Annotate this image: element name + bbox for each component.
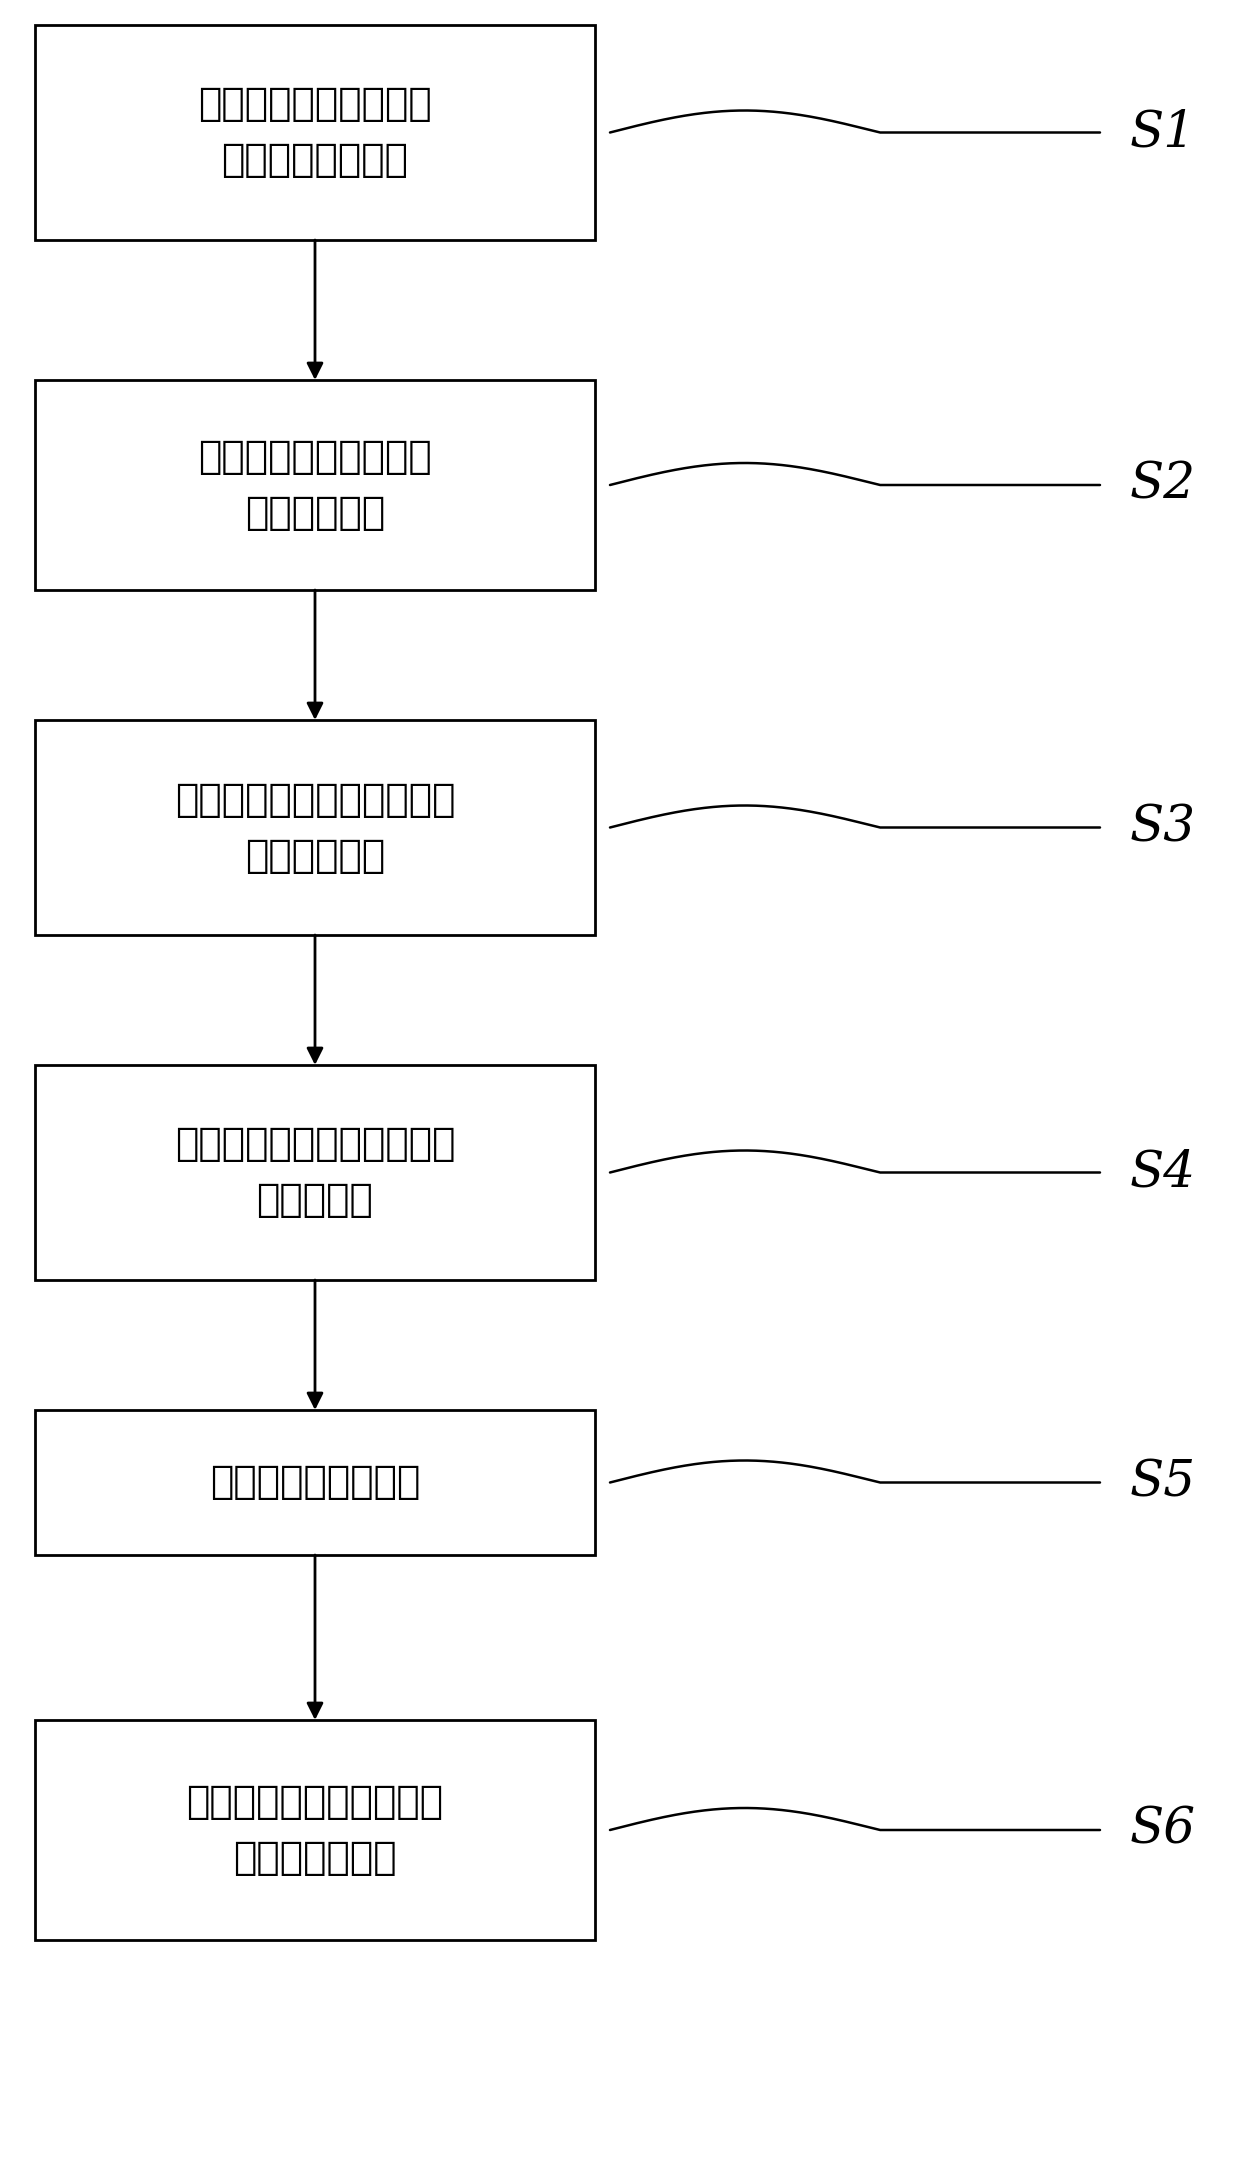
Text: S2: S2 [1130, 461, 1197, 509]
Text: 设备法兰和管道法兰分别
与双面法兰安装: 设备法兰和管道法兰分别 与双面法兰安装 [186, 1784, 444, 1877]
Text: S5: S5 [1130, 1458, 1197, 1506]
Bar [35, 1065, 595, 1279]
Text: 加工双面法兰中心圆: 加工双面法兰中心圆 [210, 1463, 420, 1502]
Text: 设备法兰和管道法兰初
步对位并预留间隙: 设备法兰和管道法兰初 步对位并预留间隙 [198, 85, 432, 179]
Text: 根据测得的间距装配要求，
车制双面法兰: 根据测得的间距装配要求， 车制双面法兰 [175, 782, 455, 875]
Text: S1: S1 [1130, 107, 1197, 157]
Bar [35, 24, 595, 240]
Text: S4: S4 [1130, 1148, 1197, 1196]
Text: S6: S6 [1130, 1805, 1197, 1856]
Text: 模板拓印，加工双面法兰两
侧的螺栓孔: 模板拓印，加工双面法兰两 侧的螺栓孔 [175, 1126, 455, 1220]
Bar [35, 1720, 595, 1941]
Text: 测量设备法兰和管道法
兰之间的间距: 测量设备法兰和管道法 兰之间的间距 [198, 439, 432, 533]
Bar [35, 380, 595, 589]
Bar [35, 1410, 595, 1554]
Text: S3: S3 [1130, 803, 1197, 851]
Bar [35, 720, 595, 934]
